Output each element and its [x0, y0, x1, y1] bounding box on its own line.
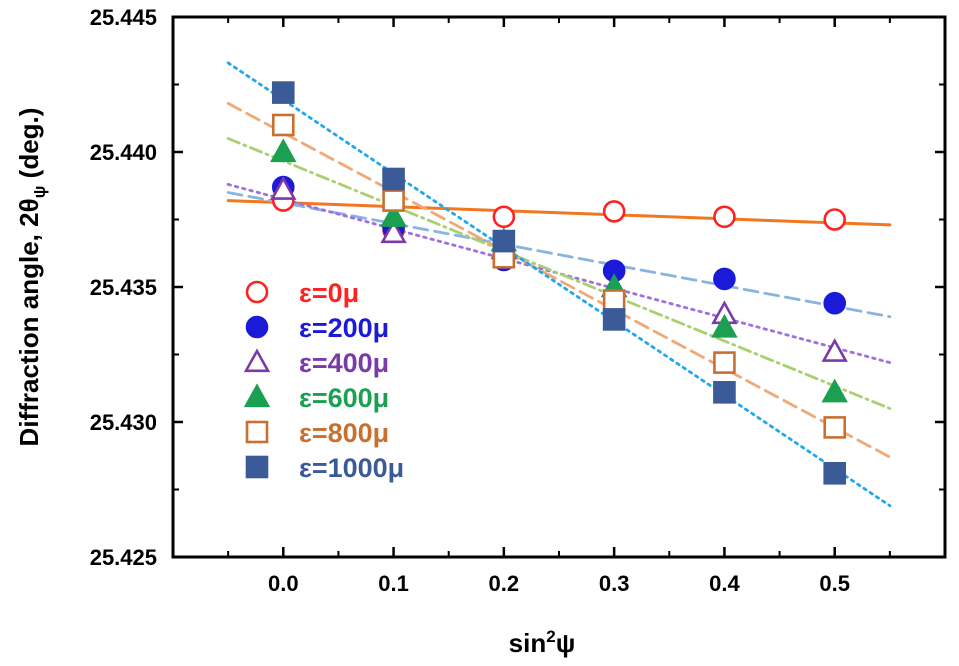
data-point-series-5 [602, 308, 626, 331]
x-axis-title-sup: 2 [546, 627, 555, 646]
axis-ticks: 0.0 0.1 0.2 0.3 0.4 0.5 25.425 25.430 25.435 25.4… [90, 5, 945, 596]
legend-label-5: ε=1000μ [299, 453, 404, 483]
data-point-series-5 [713, 380, 736, 404]
data-point-series-2 [270, 176, 297, 200]
data-point-series-3 [380, 203, 407, 227]
fit-line-series-3 [226, 137, 892, 410]
legend-marker-2 [243, 348, 271, 373]
y-tick-label: 25.445 [90, 5, 157, 30]
legend-label-4: ε=800μ [299, 418, 389, 448]
fit-line-series-2 [226, 182, 892, 365]
legend-label-0: ε=0μ [299, 278, 359, 308]
y-tick-label: 25.435 [90, 275, 157, 300]
data-point-series-5 [271, 81, 295, 104]
data-point-series-2 [821, 338, 848, 362]
y-axis-title-main: Diffraction angle, 2θ [14, 198, 44, 446]
data-point-series-1 [823, 291, 847, 315]
legend-label-3: ε=600μ [299, 383, 389, 413]
x-axis-title-end: ψ [556, 628, 576, 658]
data-point-series-3 [821, 378, 848, 403]
fit-line-series-5 [226, 61, 892, 508]
legend-label-2: ε=400μ [299, 348, 389, 378]
data-point-series-1 [713, 267, 736, 291]
legend-marker-3 [243, 383, 271, 408]
legend-marker-5 [245, 455, 269, 479]
y-axis-title: Diffraction angle, 2θψ (deg.) [14, 108, 49, 447]
legend: ε=0μ ε=200μ ε=400μ ε=600μ ε=800μ ε=1000μ [243, 278, 404, 483]
x-tick-label: 0.1 [378, 571, 409, 596]
data-point-series-5 [492, 229, 516, 253]
data-point-series-4 [602, 289, 626, 312]
data-point-series-0 [823, 208, 847, 231]
data-markers [270, 81, 848, 485]
fit-line-series-4 [226, 102, 892, 459]
data-point-series-5 [382, 167, 405, 191]
x-tick-label: 0.2 [489, 571, 520, 596]
x-tick-label: 0.0 [268, 571, 299, 596]
legend-marker-0 [245, 280, 269, 304]
data-point-series-0 [602, 200, 626, 223]
y-axis-title-sub: ψ [30, 186, 49, 199]
data-point-series-5 [823, 461, 847, 485]
y-tick-label: 25.425 [90, 545, 157, 570]
data-point-series-2 [380, 219, 407, 244]
data-point-series-0 [713, 205, 736, 229]
x-axis-title-main: sin [509, 628, 547, 658]
data-point-series-4 [271, 113, 295, 137]
data-point-series-4 [713, 351, 736, 374]
x-tick-label: 0.5 [819, 571, 850, 596]
x-axis-title: sin2ψ [509, 627, 576, 658]
legend-marker-4 [245, 420, 269, 444]
legend-marker-1 [245, 315, 269, 339]
fit-line-series-0 [226, 199, 892, 227]
data-point-series-3 [270, 138, 297, 163]
data-point-series-3 [711, 313, 738, 338]
y-tick-label: 25.440 [90, 140, 157, 165]
y-axis-title-end: (deg.) [14, 108, 44, 186]
x-tick-label: 0.3 [599, 571, 630, 596]
data-point-series-0 [492, 205, 516, 229]
data-point-series-4 [823, 416, 847, 439]
data-point-series-4 [382, 189, 405, 212]
fit-lines [226, 61, 892, 508]
x-tick-label: 0.4 [709, 571, 740, 596]
y-tick-label: 25.430 [90, 410, 157, 435]
legend-label-1: ε=200μ [299, 313, 389, 343]
